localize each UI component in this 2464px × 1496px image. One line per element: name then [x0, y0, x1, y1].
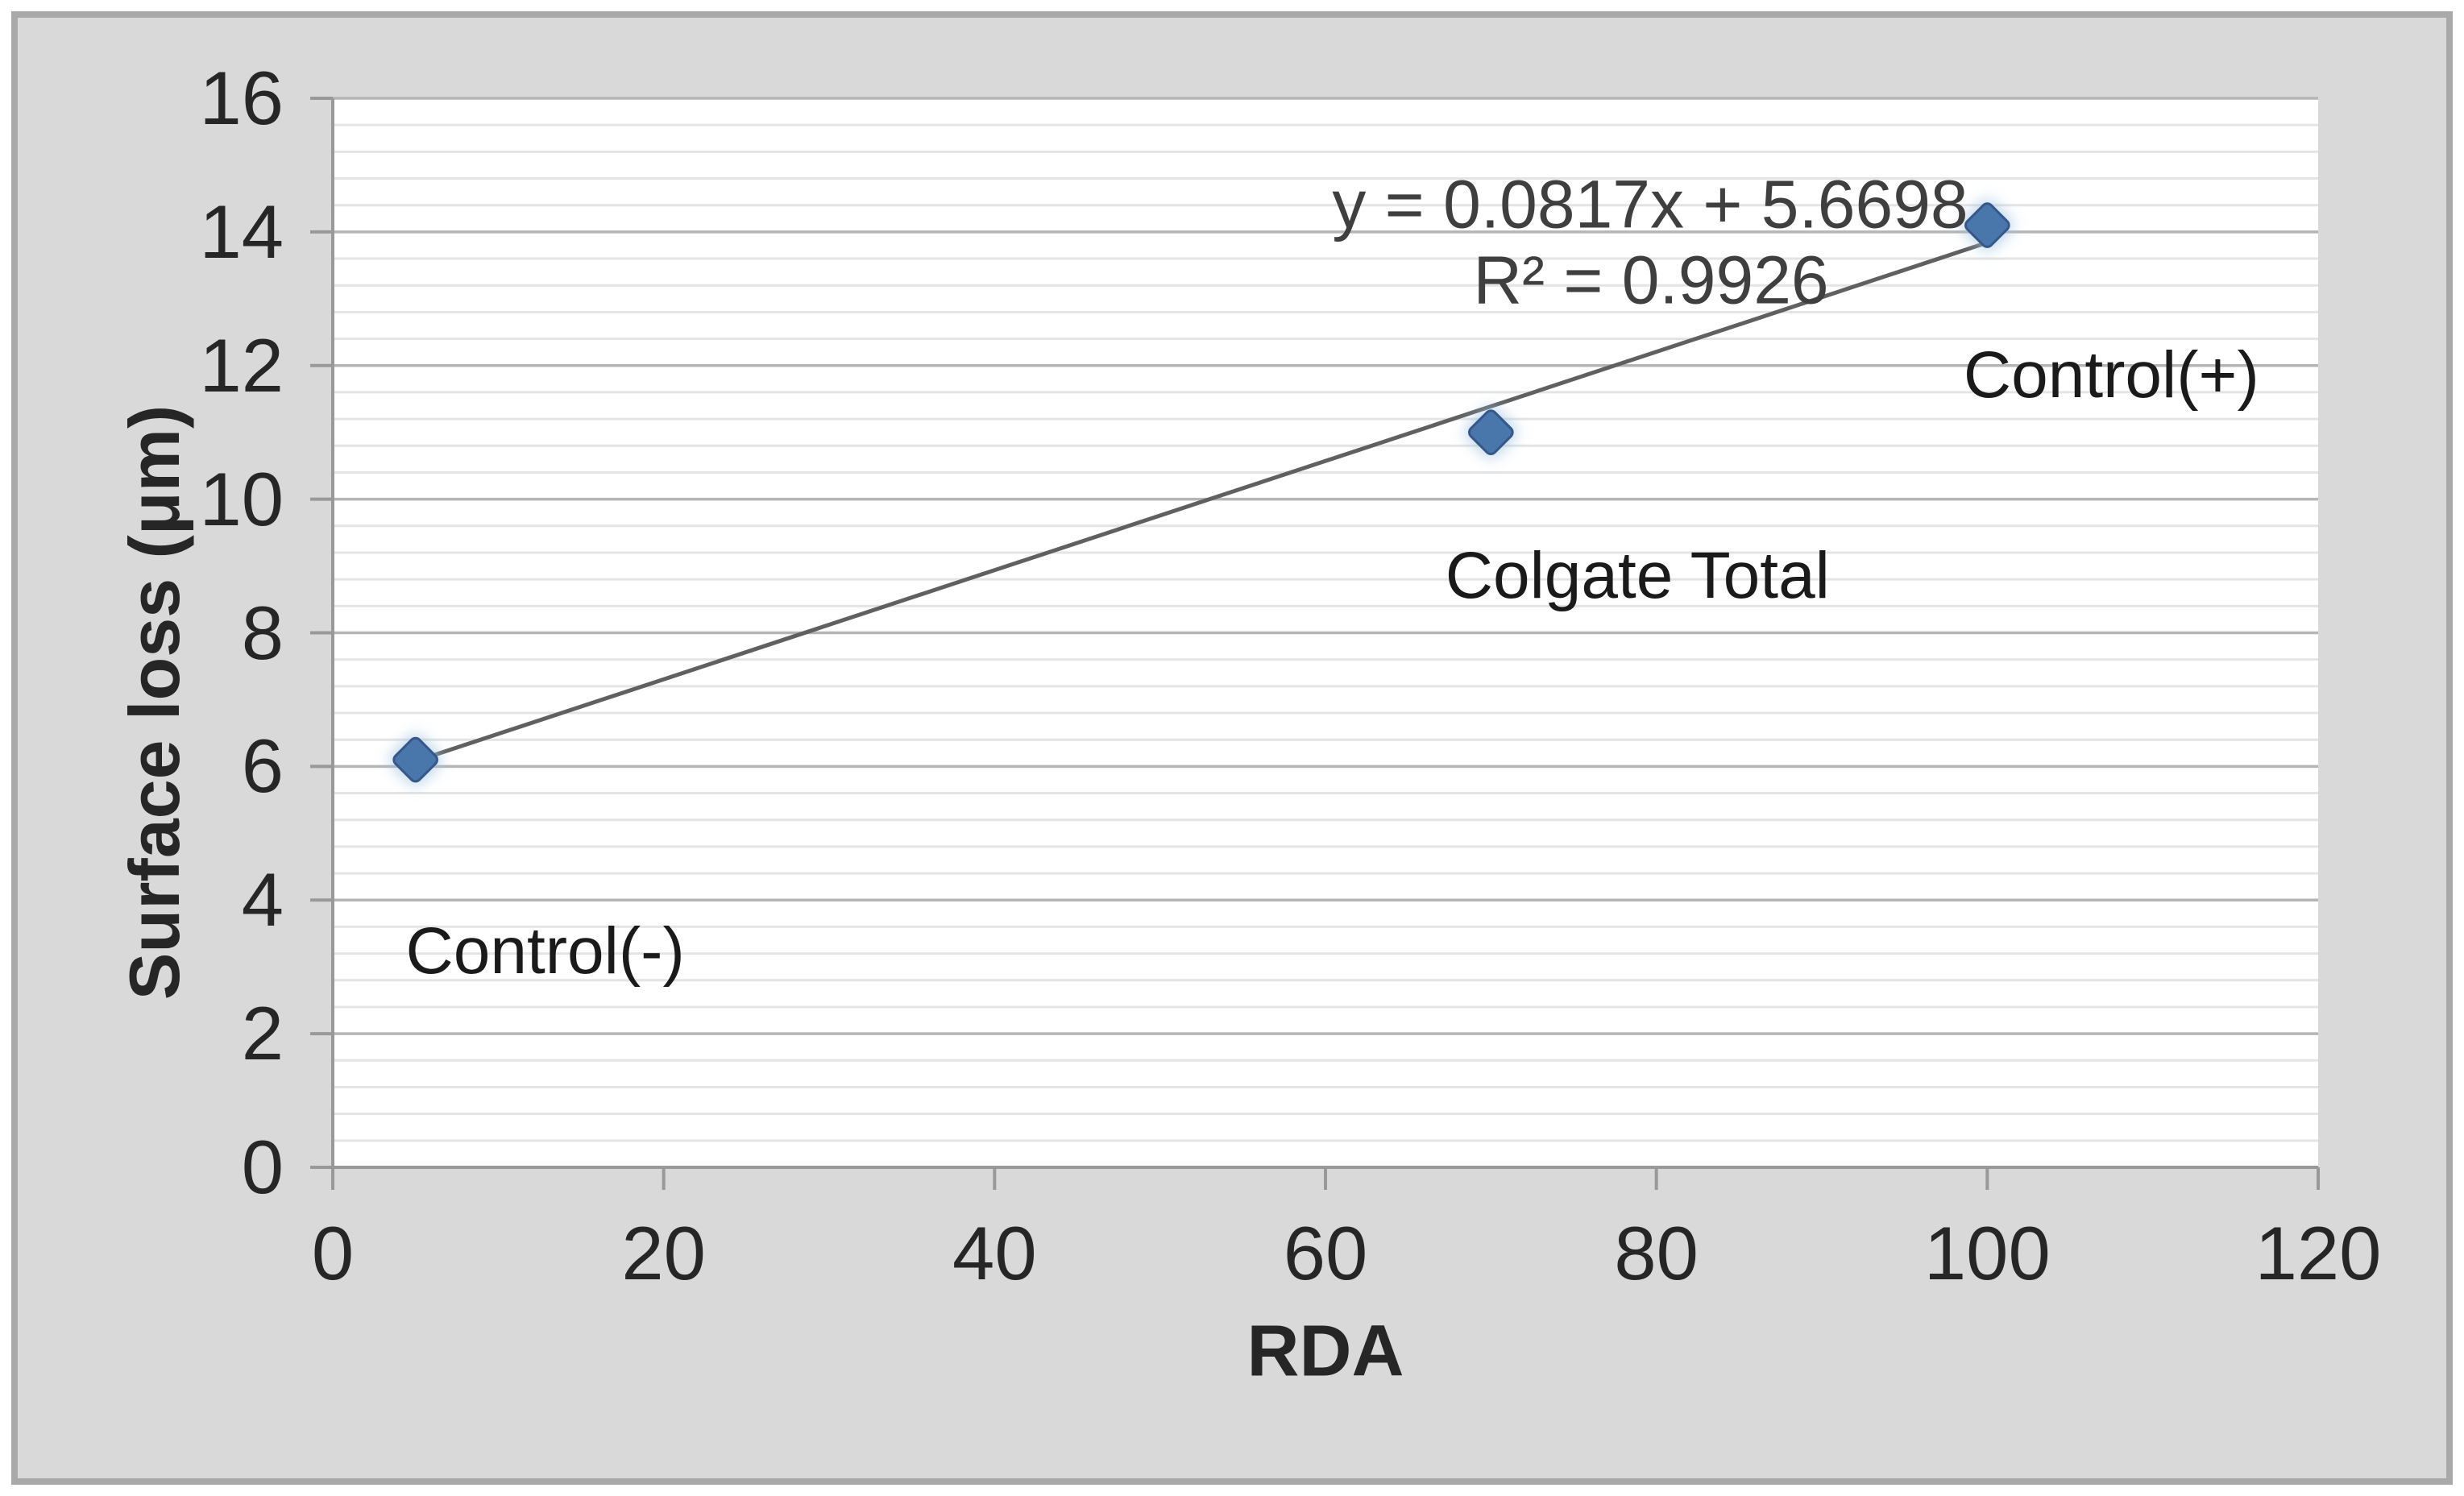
- marker-diamond: [1468, 409, 1514, 455]
- data-point-label: Colgate Total: [1445, 538, 1830, 612]
- data-point-marker: [390, 734, 442, 785]
- x-tick-label: 60: [1283, 1211, 1368, 1295]
- x-tick-label: 100: [1923, 1211, 2051, 1295]
- x-tick-label: 0: [311, 1211, 355, 1295]
- y-tick-label: 14: [199, 189, 284, 274]
- x-tick-label: 40: [952, 1211, 1037, 1295]
- y-tick-label: 0: [241, 1125, 284, 1209]
- y-tick-label: 6: [241, 723, 284, 809]
- y-tick-label: 4: [241, 857, 284, 943]
- y-tick-label: 2: [241, 991, 284, 1076]
- y-tick-label: 12: [199, 322, 284, 408]
- x-tick-label: 20: [621, 1211, 706, 1295]
- y-tick-label: 10: [199, 456, 284, 541]
- data-point-label: Control(+): [1963, 338, 2259, 412]
- x-tick-label: 80: [1614, 1211, 1699, 1295]
- trendline: [414, 240, 1989, 764]
- gridlines: [333, 97, 2318, 1167]
- marker-diamond: [1964, 202, 2010, 248]
- trendline-r-squared: R² = 0.9926: [1473, 242, 1829, 318]
- data-point-markers: [390, 199, 2013, 785]
- axes: [310, 97, 2320, 1190]
- trendline-equation: y = 0.0817x + 5.6698: [1332, 166, 1968, 242]
- data-point-marker: [1961, 199, 2013, 251]
- marker-diamond: [392, 736, 438, 783]
- x-axis-title: RDA: [1247, 1311, 1404, 1392]
- data-point-marker: [1465, 407, 1516, 458]
- y-tick-label: 8: [241, 590, 284, 675]
- x-tick-label: 120: [2255, 1211, 2382, 1295]
- trendline-segment: [414, 240, 1989, 764]
- data-point-label: Control(-): [405, 914, 685, 988]
- y-tick-label: 16: [199, 56, 284, 140]
